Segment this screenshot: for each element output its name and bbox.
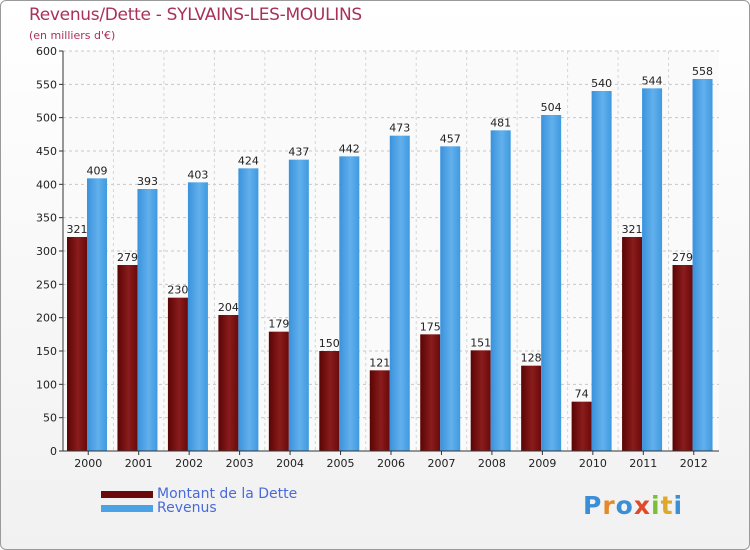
y-tick-label: 200: [36, 312, 57, 325]
bar-dette: [218, 315, 239, 451]
bar-dette: [268, 331, 289, 451]
x-tick-label: 2008: [478, 457, 506, 470]
value-label-dette: 321: [67, 223, 88, 236]
y-tick-label: 300: [36, 245, 57, 258]
value-label-dette: 175: [420, 320, 441, 333]
value-label-dette: 121: [369, 356, 390, 369]
x-tick-label: 2005: [327, 457, 355, 470]
bar-dette: [672, 265, 693, 451]
bar-revenus: [339, 156, 360, 452]
logo-letter: o: [615, 491, 634, 520]
value-label-revenus: 403: [187, 168, 208, 181]
bar-revenus: [642, 88, 663, 451]
x-tick-label: 2011: [629, 457, 657, 470]
bar-revenus: [137, 189, 158, 451]
bar-dette: [622, 237, 643, 451]
y-tick-label: 0: [50, 445, 57, 458]
y-tick-label: 150: [36, 345, 57, 358]
value-label-revenus: 540: [591, 77, 612, 90]
legend-swatch-revenus: [101, 504, 153, 512]
logo-letter: r: [602, 491, 616, 520]
y-tick-label: 100: [36, 378, 57, 391]
y-tick-label: 350: [36, 212, 57, 225]
bar-dette: [470, 350, 491, 451]
bar-dette: [117, 265, 138, 451]
bar-revenus: [288, 159, 309, 451]
y-tick-label: 450: [36, 145, 57, 158]
value-label-dette: 230: [167, 284, 188, 297]
value-label-revenus: 473: [389, 122, 410, 135]
legend-item-revenus: Revenus: [101, 500, 297, 516]
proxiti-logo: Proxiti: [583, 491, 683, 520]
value-label-dette: 321: [622, 223, 643, 236]
logo-letter: P: [583, 491, 603, 520]
value-label-revenus: 481: [490, 116, 511, 129]
legend-swatch-debt: [101, 490, 153, 498]
x-tick-label: 2009: [528, 457, 556, 470]
y-tick-label: 250: [36, 278, 57, 291]
bar-dette: [521, 365, 542, 451]
x-tick-label: 2006: [377, 457, 405, 470]
chart-title: Revenus/Dette - SYLVAINS-LES-MOULINS: [29, 5, 362, 25]
x-tick-label: 2003: [226, 457, 254, 470]
value-label-dette: 204: [218, 301, 239, 314]
legend-item-debt: Montant de la Dette: [101, 486, 298, 502]
logo-letter: i: [673, 491, 684, 520]
bar-revenus: [87, 178, 107, 452]
bar-revenus: [541, 115, 562, 451]
value-label-revenus: 457: [440, 132, 461, 145]
bar-revenus: [187, 182, 208, 452]
logo-letter: t: [660, 491, 674, 520]
bar-dette: [167, 297, 188, 451]
legend: Montant de la Dette Revenus: [101, 486, 298, 516]
x-tick-label: 2010: [579, 457, 607, 470]
value-label-dette: 74: [575, 388, 589, 401]
value-label-dette: 151: [470, 336, 491, 349]
value-label-revenus: 558: [692, 65, 713, 78]
bar-revenus: [490, 130, 511, 452]
value-label-revenus: 409: [87, 164, 108, 177]
value-label-dette: 279: [672, 251, 693, 264]
value-label-dette: 150: [319, 337, 340, 350]
x-tick-label: 2004: [276, 457, 304, 470]
x-tick-label: 2000: [74, 457, 102, 470]
value-label-dette: 179: [268, 318, 289, 331]
bar-revenus: [591, 91, 612, 451]
y-tick-label: 600: [36, 45, 57, 58]
logo-letter: i: [651, 491, 661, 520]
x-tick-label: 2012: [680, 457, 708, 470]
y-tick-label: 50: [43, 412, 57, 425]
value-label-revenus: 437: [288, 146, 309, 159]
x-tick-label: 2002: [175, 457, 203, 470]
x-tick-label: 2001: [125, 457, 153, 470]
bar-dette: [420, 334, 441, 451]
bar-revenus: [238, 168, 259, 452]
y-tick-label: 550: [36, 78, 57, 91]
value-label-dette: 128: [521, 352, 542, 365]
bars: 321 409 279 393 230 403 204 424 179 437 150 442 121 4…: [67, 65, 713, 452]
bar-dette: [571, 401, 592, 451]
bar-dette: [319, 351, 340, 451]
legend-label-revenus: Revenus: [157, 500, 217, 516]
bar-revenus: [440, 146, 461, 452]
value-label-revenus: 393: [137, 175, 158, 188]
value-label-revenus: 504: [541, 101, 562, 114]
legend-label-debt: Montant de la Dette: [157, 486, 298, 502]
bar-revenus: [692, 79, 713, 451]
value-label-revenus: 442: [339, 142, 360, 155]
x-tick-label: 2007: [427, 457, 455, 470]
y-tick-label: 500: [36, 112, 57, 125]
axes: 0 50 100 150 200 250 300 350 400 450 500 550 600 2000…: [36, 45, 719, 470]
bar-dette: [67, 237, 87, 451]
bar-revenus: [389, 135, 410, 451]
bar-dette: [369, 370, 390, 451]
y-tick-label: 400: [36, 178, 57, 191]
value-label-revenus: 424: [238, 154, 259, 167]
value-label-dette: 279: [117, 251, 138, 264]
logo-letter: x: [633, 491, 651, 520]
chart-subtitle: (en milliers d'€): [29, 29, 116, 42]
value-label-revenus: 544: [642, 74, 663, 87]
